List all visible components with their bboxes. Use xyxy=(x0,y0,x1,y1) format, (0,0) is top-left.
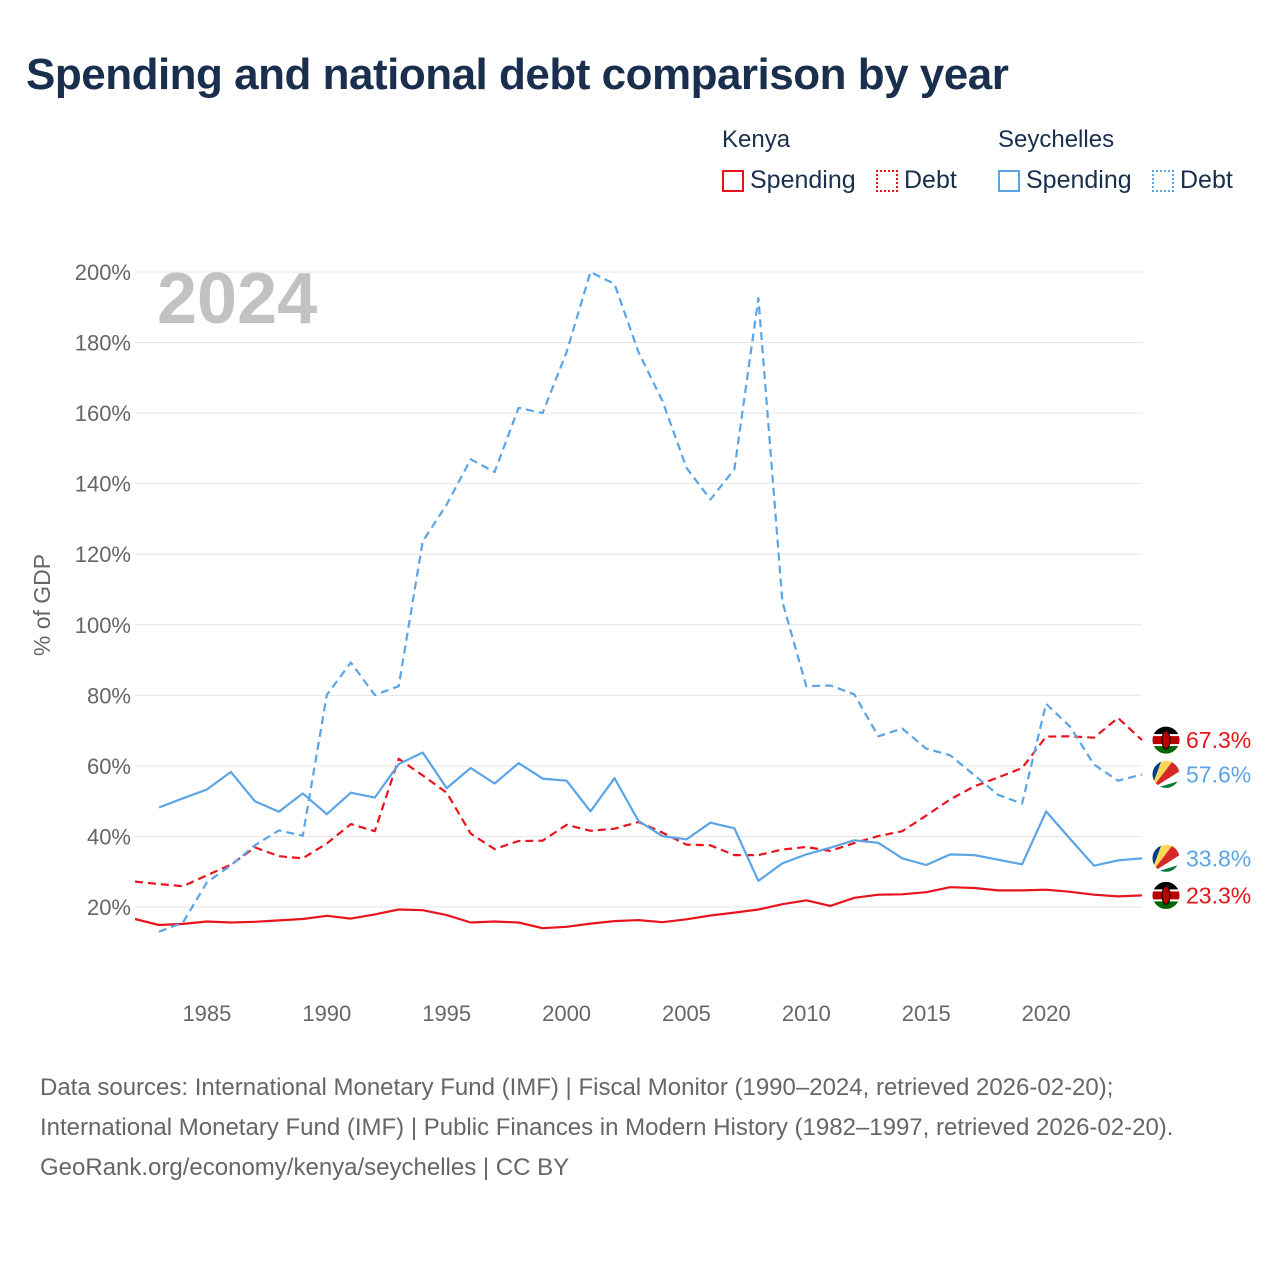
data-sources: Data sources: International Monetary Fun… xyxy=(40,1074,1174,1141)
legend-item-seychelles-debt[interactable]: Debt xyxy=(1152,166,1233,195)
y-tick-label: 40% xyxy=(87,824,131,849)
x-tick-label: 2015 xyxy=(902,1001,951,1026)
legend-swatch-dotted-red xyxy=(876,169,898,192)
footer: Data sources: International Monetary Fun… xyxy=(40,1068,1250,1188)
x-tick-label: 2010 xyxy=(782,1001,831,1026)
y-tick-label: 20% xyxy=(87,895,131,920)
x-tick-label: 1995 xyxy=(422,1001,471,1026)
kenya-flag-icon xyxy=(1151,880,1181,910)
legend-swatch-dotted-blue xyxy=(1152,169,1174,192)
end-value-label: 33.8% xyxy=(1186,845,1251,871)
x-tick-label: 2000 xyxy=(542,1001,591,1026)
x-tick-label: 2005 xyxy=(662,1001,711,1026)
y-tick-label: 80% xyxy=(87,683,131,708)
series-lines xyxy=(134,270,1143,933)
legend-label: Debt xyxy=(1180,166,1233,194)
legend-item-seychelles-spending[interactable]: Spending xyxy=(998,166,1132,195)
series-line-seychelles-debt[interactable] xyxy=(158,270,1143,933)
legend-group-seychelles: Seychelles xyxy=(998,126,1115,153)
series-line-kenya-debt[interactable] xyxy=(134,716,1143,888)
legend-label: Spending xyxy=(1026,166,1132,194)
x-tick-label: 1985 xyxy=(182,1001,231,1026)
legend-label: Debt xyxy=(904,166,957,194)
y-tick-label: 60% xyxy=(87,754,131,779)
series-line-seychelles-spending[interactable] xyxy=(158,751,1143,882)
y-tick-label: 120% xyxy=(75,542,131,567)
legend-item-kenya-debt[interactable]: Debt xyxy=(876,166,957,195)
line-chart: 2024 % of GDP 20% 40% 60% 80% 100% 120% 140% 16… xyxy=(29,259,1251,1026)
end-value-label: 57.6% xyxy=(1186,761,1251,787)
legend-label: Spending xyxy=(750,166,856,194)
legend-swatch-solid-red xyxy=(722,169,744,192)
y-tick-label: 200% xyxy=(75,260,131,285)
chart-title: Spending and national debt comparison by… xyxy=(26,50,1009,99)
x-tick-label: 2020 xyxy=(1022,1001,1071,1026)
y-axis-ticks: 20% 40% 60% 80% 100% 120% 140% 160% 180% 200% xyxy=(75,260,131,920)
legend-group-kenya: Kenya xyxy=(722,126,791,153)
x-axis-ticks: 1985 1990 1995 2000 2005 2010 2015 2020 xyxy=(182,1001,1070,1026)
series-line-kenya-spending[interactable] xyxy=(134,886,1143,930)
end-value-label: 23.3% xyxy=(1186,882,1251,908)
y-axis-label: % of GDP xyxy=(29,554,55,656)
end-value-label: 67.3% xyxy=(1186,727,1251,753)
seychelles-flag-icon xyxy=(1151,843,1181,873)
kenya-flag-icon xyxy=(1151,725,1181,755)
seychelles-flag-icon xyxy=(1151,759,1181,789)
end-labels: 67.3% 33.8% 23.3% 57.6% xyxy=(1151,725,1251,910)
y-tick-label: 140% xyxy=(75,472,131,497)
grid-lines xyxy=(135,271,1142,908)
y-tick-label: 100% xyxy=(75,613,131,638)
legend-swatch-solid-blue xyxy=(998,169,1020,192)
y-tick-label: 180% xyxy=(75,331,131,356)
credit-link[interactable]: GeoRank.org/economy/kenya/seychelles | C… xyxy=(40,1154,570,1181)
y-tick-label: 160% xyxy=(75,401,131,426)
year-watermark: 2024 xyxy=(157,259,317,339)
legend-item-kenya-spending[interactable]: Spending xyxy=(722,166,856,195)
x-tick-label: 1990 xyxy=(302,1001,351,1026)
